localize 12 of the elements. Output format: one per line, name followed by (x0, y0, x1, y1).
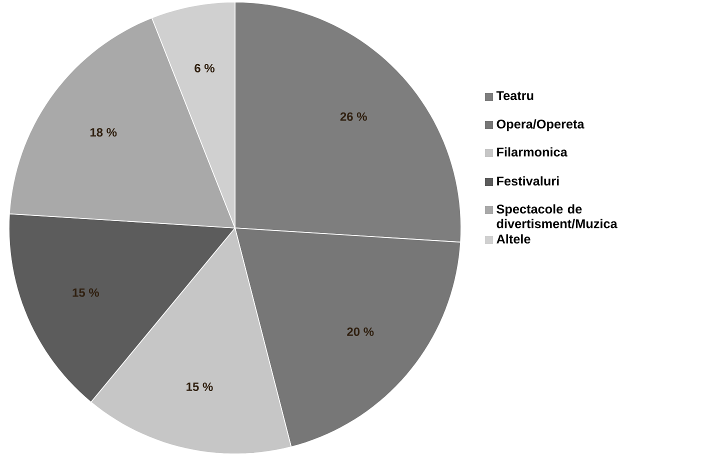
legend-label: Teatru (496, 91, 534, 100)
data-label: 26 % (340, 112, 367, 121)
data-label: 15 % (72, 288, 100, 297)
data-label: 6 % (194, 64, 215, 72)
data-label: 18 % (90, 128, 117, 137)
legend-label: Opera/Opereta (496, 119, 584, 132)
legend-label: Festivaluri (497, 176, 559, 186)
legend-label: Spectacole de divertisment/Muzica (496, 204, 618, 228)
data-label: 15 % (186, 382, 213, 392)
legend-label: Filarmonica (497, 147, 568, 157)
legend-label: Altele (496, 234, 530, 244)
data-label: 20 % (347, 327, 374, 336)
